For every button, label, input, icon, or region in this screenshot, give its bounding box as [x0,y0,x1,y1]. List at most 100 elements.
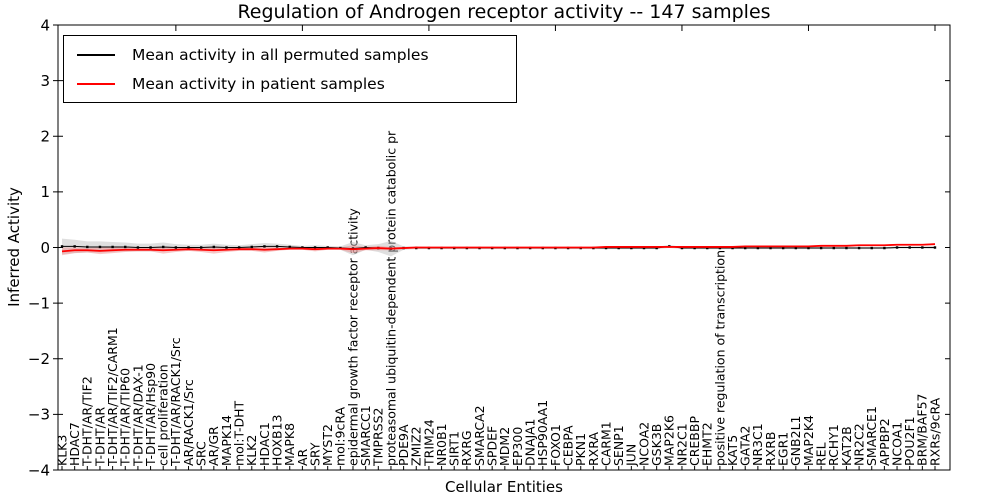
x-tick-label: MAPK14 [219,415,234,466]
marker-point [199,246,203,249]
marker-point [794,246,798,250]
x-tick-label: KAT2B [839,426,854,466]
x-tick-label: RCHY1 [826,424,841,466]
x-tick-label: BRM/BAF57 [915,394,930,466]
y-tick-label: 0 [40,239,50,257]
x-tick-label: GATA2 [738,426,753,466]
marker-point [275,245,279,248]
x-tick-label: HSP90AA1 [535,400,550,466]
marker-point [642,246,646,250]
x-tick-label: RXRs/9cRA [927,397,942,466]
marker-point [756,246,760,250]
marker-point [86,245,89,249]
marker-point [832,246,835,250]
x-tick-label: MYST2 [320,424,335,466]
x-tick-label: GNB2L1 [788,416,803,466]
x-tick-label: MAP2K4 [801,415,816,466]
y-tick-label: −4 [28,461,50,479]
legend-line-red-icon [77,82,115,85]
marker-point [149,246,152,249]
marker-point [187,246,190,249]
x-tick-label: T-DHT/AR/Hsp90 [143,363,158,467]
marker-point [807,246,810,250]
x-tick-label: NR0B1 [434,423,449,466]
x-tick-label: EHMT2 [700,422,715,466]
x-tick-label: T-DHT/AR/TIP60 [118,368,133,467]
marker-point [883,246,886,250]
x-tick-label: proteasomal ubiquitin-dependent protein … [383,130,398,466]
marker-point [769,246,772,250]
x-tick-label: KLK2 [244,435,259,466]
marker-point [933,246,937,249]
marker-point [731,246,734,250]
marker-point [111,245,114,249]
x-tick-label: SMARCA2 [472,405,487,466]
x-tick-label: HDAC7 [67,422,82,466]
x-tick-label: POU2F1 [902,416,917,466]
marker-point [301,246,304,249]
x-tick-label: DNAJA1 [523,419,538,467]
y-tick-label: 3 [40,72,50,90]
x-tick-label: T-DHT/AR/DAX-1 [130,364,145,467]
marker-point [237,246,241,249]
x-tick-label: JUN [624,444,639,467]
x-tick-label: cell proliferation [156,364,171,466]
x-tick-label: positive regulation of transcription [712,250,727,466]
marker-point [604,246,608,250]
marker-point [655,246,658,250]
marker-point [706,246,709,250]
marker-point [630,246,633,250]
x-tick-label: MAPK8 [282,423,297,466]
x-tick-label: APPBP2 [877,418,892,466]
marker-point [313,246,317,249]
marker-point [60,245,64,248]
legend-entry-patient: Mean activity in patient samples [64,69,516,98]
marker-point [744,246,747,250]
x-tick-label: PDE9A [396,424,411,466]
x-tick-label: REL [814,442,829,466]
x-tick-label: NR2C2 [851,423,866,466]
x-tick-label: PKN1 [573,433,588,466]
marker-point [288,245,291,249]
marker-point [162,245,165,249]
x-tick-label: SRC [194,441,209,466]
marker-point [693,246,696,250]
x-tick-label: AR [295,448,310,466]
x-tick-label: RXRA [586,432,601,466]
x-tick-label: T-DHT/AR [92,407,107,467]
x-tick-label: SRY [307,442,322,466]
y-tick-label: −2 [28,350,50,368]
x-tick-label: T-DHT/AR/RACK1/Src [168,337,183,467]
marker-point [819,246,823,250]
marker-point [617,246,620,250]
series-line [61,243,936,253]
marker-point [908,246,911,249]
marker-point [921,246,924,249]
legend-entry-permuted: Mean activity in all permuted samples [64,40,516,69]
marker-point [263,245,266,248]
x-tick-label: SPDEF [485,426,500,466]
legend-line-black-icon [77,53,115,56]
y-tick-label: 4 [40,16,50,34]
y-tick-label: 1 [40,183,50,201]
x-tick-label: RXRB [763,431,778,466]
y-axis-label: Inferred Activity [5,187,23,307]
x-tick-label: SMARCE1 [864,406,879,466]
marker-point [680,246,684,250]
x-tick-label: TMPRSS2 [371,408,386,467]
legend: Mean activity in all permuted samples Me… [63,35,517,103]
x-tick-label: TRIM24 [421,419,436,467]
x-tick-label: EGR1 [776,432,791,466]
marker-point [326,246,329,249]
marker-point [174,246,178,249]
x-tick-label: epidermal growth factor receptor activit… [345,208,360,466]
marker-point [250,245,253,249]
x-tick-label: AR/GR [206,426,221,466]
y-tick-label: 2 [40,128,50,146]
marker-point [845,246,848,250]
x-tick-label: ZMIZ2 [409,426,424,466]
marker-point [364,246,367,249]
x-tick-label: EP300 [510,427,525,466]
